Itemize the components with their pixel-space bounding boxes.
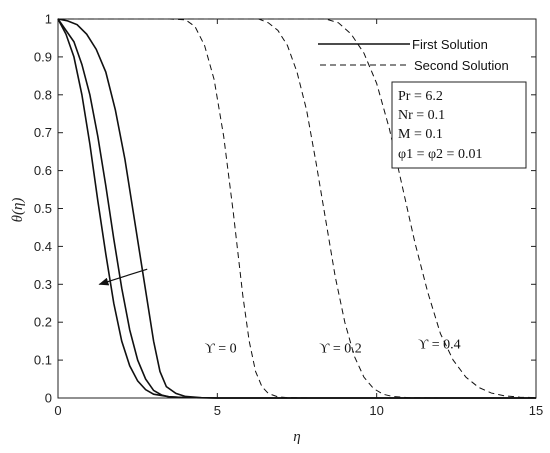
series-line-first-solution [57, 18, 536, 399]
x-axis-label: η [293, 429, 300, 445]
x-tick-label: 0 [54, 403, 61, 418]
y-tick-label: 0 [45, 391, 52, 406]
y-tick-label: 0.4 [34, 239, 52, 254]
y-tick-label: 0.7 [34, 125, 52, 140]
legend-label-first: First Solution [412, 37, 488, 52]
y-tick-label: 0.8 [34, 87, 52, 102]
annotation-upsilon-0-2: ϒ = 0.2 [319, 342, 362, 357]
parameter-box: Pr = 6.2 Nr = 0.1 M = 0.1 φ1 = φ2 = 0.01 [391, 81, 527, 169]
param-m: M = 0.1 [398, 127, 443, 142]
y-axis-label: θ(η) [10, 198, 26, 223]
x-tick-label: 10 [369, 403, 383, 418]
x-tick-label: 5 [214, 403, 221, 418]
parameter-box-frame [391, 81, 527, 169]
param-phi: φ1 = φ2 = 0.01 [398, 147, 482, 162]
y-tick-label: 0.3 [34, 277, 52, 292]
series-line-first-solution [57, 18, 536, 399]
x-tick-label: 15 [529, 403, 543, 418]
trend-arrow [98, 268, 148, 286]
y-tick-label: 0.1 [34, 353, 52, 368]
series-line-first-solution [57, 18, 536, 399]
y-tick-label: 1 [45, 12, 52, 27]
annotation-upsilon-0-4: ϒ = 0.4 [418, 338, 461, 353]
annotation-upsilon-0: ϒ = 0 [205, 342, 237, 357]
param-pr: Pr = 6.2 [398, 89, 443, 104]
legend-label-second: Second Solution [414, 58, 509, 73]
series-line-second-solution [58, 18, 536, 399]
series-line-second-solution [58, 18, 537, 399]
series-group [57, 18, 537, 399]
param-nr: Nr = 0.1 [398, 108, 445, 123]
y-tick-label: 0.5 [34, 201, 52, 216]
y-tick-label: 0.9 [34, 49, 52, 64]
axis-ticks: 0 5 10 15 0 0.1 0.2 0.3 0.4 0.5 0.6 0.7 0.8 0.9 1 [34, 12, 543, 419]
legend: First Solution Second Solution [318, 37, 509, 73]
y-tick-label: 0.2 [34, 315, 52, 330]
series-line-second-solution [58, 18, 536, 399]
y-tick-label: 0.6 [34, 163, 52, 178]
plot-frame [57, 18, 537, 399]
